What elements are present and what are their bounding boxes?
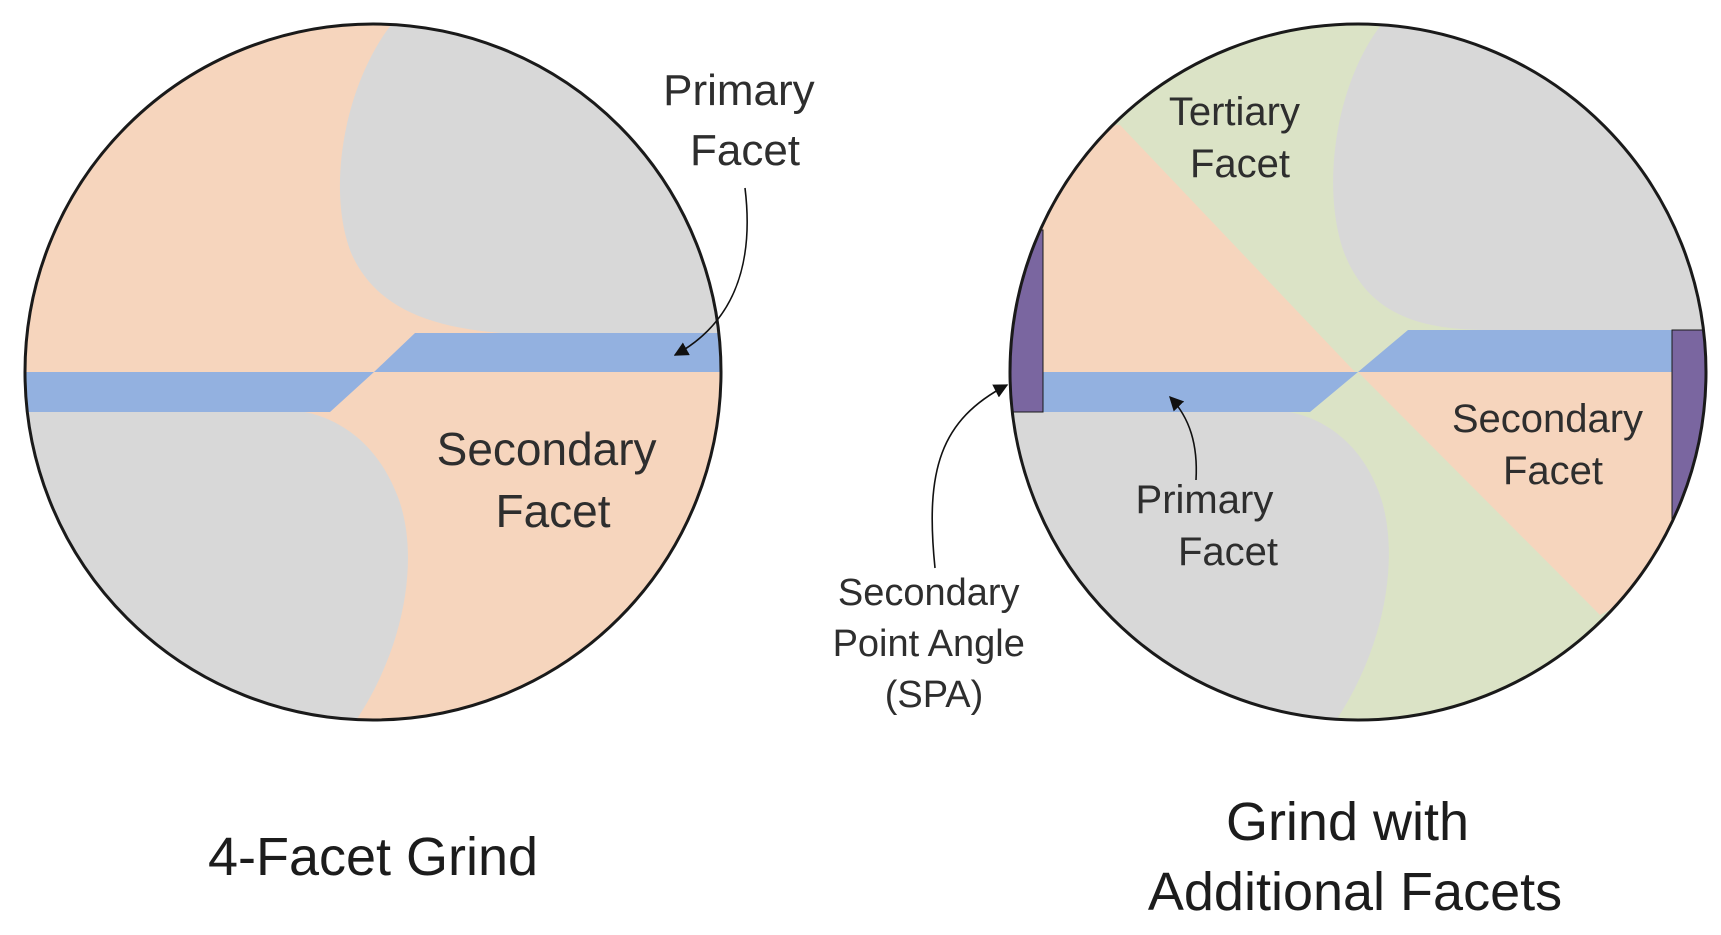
spa-arrow (931, 384, 1009, 569)
right-primary-facet (1010, 330, 1705, 412)
right-heel-lower (1010, 410, 1389, 720)
right-spa-right (1671, 329, 1706, 521)
right-primary-arrow (1169, 395, 1198, 481)
right-drill-outline (1008, 22, 1708, 722)
spa-label: Secondary Point Angle (SPA) (833, 572, 1036, 716)
right-secondary-facet-left (1010, 125, 1355, 372)
left-caption: 4-Facet Grind (208, 827, 538, 887)
left-primary-facet (25, 333, 721, 412)
left-primary-label: Primary Facet (663, 66, 827, 175)
right-heel-upper (1333, 24, 1706, 330)
left-heel-lower (25, 410, 408, 720)
left-primary-arrow (673, 187, 748, 356)
right-caption: Grind with Additional Facets (1148, 792, 1562, 922)
left-drill-outline (23, 22, 723, 722)
right-primary-label: Primary Facet (1136, 478, 1285, 574)
right-drill-face (1008, 22, 1708, 722)
right-tertiary-label: Tertiary Facet (1169, 90, 1311, 186)
right-secondary-label: Secondary Facet (1452, 397, 1654, 493)
right-secondary-facet-right (1358, 372, 1700, 615)
left-secondary-label: Secondary Facet (437, 423, 670, 537)
left-drill-face (23, 22, 723, 722)
